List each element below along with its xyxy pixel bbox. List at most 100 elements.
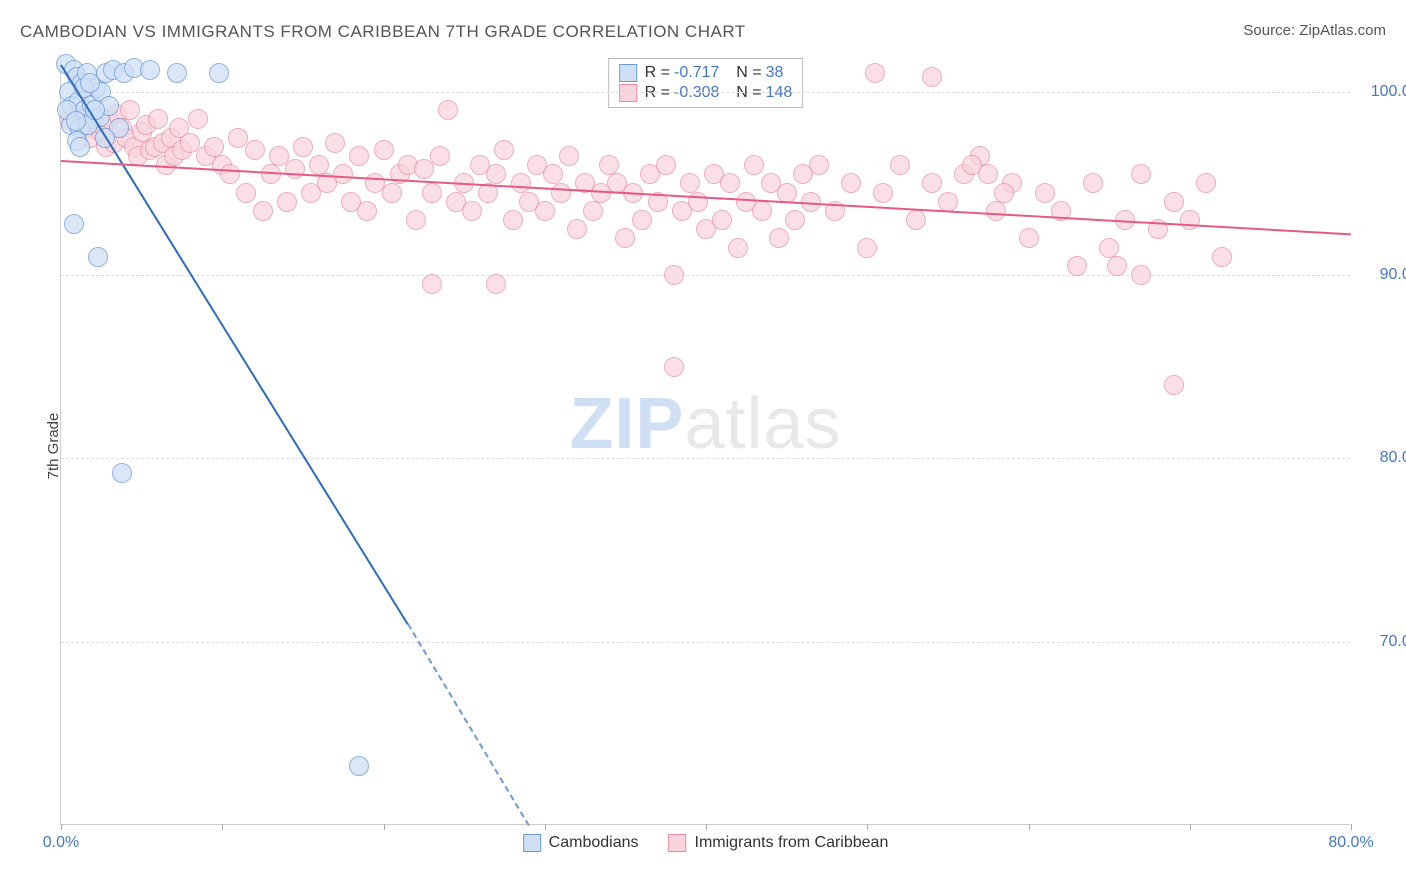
legend-swatch-cambodian [619, 64, 637, 82]
scatter-point [890, 155, 910, 175]
x-tick [384, 824, 385, 830]
n-value-caribbean: 148 [766, 84, 793, 102]
scatter-point [615, 228, 635, 248]
scatter-point [551, 183, 571, 203]
legend-bottom: Cambodians Immigrants from Caribbean [523, 834, 889, 852]
scatter-point [503, 210, 523, 230]
gridline-h [61, 92, 1350, 93]
scatter-point [209, 63, 229, 83]
scatter-point [922, 67, 942, 87]
scatter-point [494, 140, 514, 160]
r-value-caribbean: -0.308 [674, 84, 719, 102]
scatter-point [744, 155, 764, 175]
x-tick [1029, 824, 1030, 830]
source-name: ZipAtlas.com [1299, 22, 1386, 39]
scatter-point [64, 214, 84, 234]
scatter-point [140, 60, 160, 80]
scatter-point [357, 201, 377, 221]
y-tick-label: 100.0% [1371, 83, 1406, 101]
scatter-point [66, 111, 86, 131]
legend-top: R = -0.717 N = 38 R = -0.308 N = 148 [608, 58, 804, 108]
scatter-point [438, 100, 458, 120]
gridline-h [61, 458, 1350, 459]
scatter-point [462, 201, 482, 221]
scatter-point [1164, 192, 1184, 212]
scatter-point [382, 183, 402, 203]
scatter-point [1035, 183, 1055, 203]
y-tick-label: 90.0% [1380, 266, 1406, 284]
scatter-point [1083, 173, 1103, 193]
scatter-point [1067, 256, 1087, 276]
scatter-point [204, 137, 224, 157]
scatter-point [1196, 173, 1216, 193]
scatter-point [543, 164, 563, 184]
source-attribution: Source: ZipAtlas.com [1243, 22, 1386, 39]
scatter-point [1212, 247, 1232, 267]
scatter-point [1180, 210, 1200, 230]
scatter-point [167, 63, 187, 83]
n-label: N = [736, 84, 761, 102]
scatter-point [188, 109, 208, 129]
scatter-point [422, 274, 442, 294]
scatter-point [712, 210, 732, 230]
legend-swatch-caribbean [619, 84, 637, 102]
scatter-point [583, 201, 603, 221]
scatter-point [865, 63, 885, 83]
legend-bottom-cambodian: Cambodians [523, 834, 639, 852]
scatter-point [277, 192, 297, 212]
x-tick [222, 824, 223, 830]
scatter-point [1107, 256, 1127, 276]
x-tick [1351, 824, 1352, 830]
legend-row-cambodian: R = -0.717 N = 38 [619, 63, 793, 83]
scatter-point [80, 73, 100, 93]
x-tick [1190, 824, 1191, 830]
scatter-point [309, 155, 329, 175]
scatter-point [1131, 265, 1151, 285]
n-label: N = [736, 64, 761, 82]
scatter-point [720, 173, 740, 193]
scatter-point [752, 201, 772, 221]
scatter-point [841, 173, 861, 193]
scatter-point [333, 164, 353, 184]
chart-container: CAMBODIAN VS IMMIGRANTS FROM CARIBBEAN 7… [0, 0, 1406, 892]
scatter-point [599, 155, 619, 175]
watermark-atlas: atlas [684, 384, 841, 464]
scatter-point [906, 210, 926, 230]
x-tick [545, 824, 546, 830]
scatter-point [559, 146, 579, 166]
legend-bottom-label-caribbean: Immigrants from Caribbean [694, 834, 888, 852]
scatter-point [978, 164, 998, 184]
scatter-point [567, 219, 587, 239]
legend-bottom-swatch-caribbean [668, 834, 686, 852]
scatter-point [1164, 375, 1184, 395]
scatter-point [873, 183, 893, 203]
scatter-point [325, 133, 345, 153]
scatter-point [728, 238, 748, 258]
x-tick [706, 824, 707, 830]
source-prefix: Source: [1243, 22, 1299, 39]
legend-bottom-label-cambodian: Cambodians [549, 834, 639, 852]
scatter-point [938, 192, 958, 212]
scatter-point [486, 274, 506, 294]
scatter-point [922, 173, 942, 193]
scatter-point [680, 173, 700, 193]
r-label: R = [645, 84, 670, 102]
chart-title: CAMBODIAN VS IMMIGRANTS FROM CARIBBEAN 7… [20, 22, 746, 42]
n-value-cambodian: 38 [766, 64, 784, 82]
scatter-point [349, 146, 369, 166]
scatter-point [430, 146, 450, 166]
scatter-point [1099, 238, 1119, 258]
scatter-point [349, 756, 369, 776]
scatter-point [70, 137, 90, 157]
scatter-point [374, 140, 394, 160]
scatter-point [511, 173, 531, 193]
plot-area: ZIPatlas R = -0.717 N = 38 R = -0.308 [60, 55, 1350, 825]
scatter-point [664, 357, 684, 377]
scatter-point [112, 463, 132, 483]
scatter-point [857, 238, 877, 258]
scatter-point [656, 155, 676, 175]
trend-line-dashed [407, 624, 530, 827]
scatter-point [220, 164, 240, 184]
scatter-point [777, 183, 797, 203]
r-value-cambodian: -0.717 [674, 64, 719, 82]
